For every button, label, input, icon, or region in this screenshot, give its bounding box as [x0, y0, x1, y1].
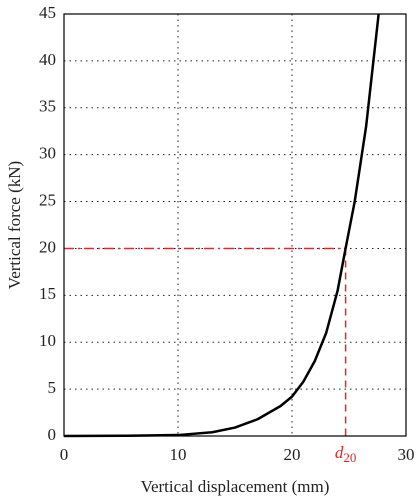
- x-axis-title: Vertical displacement (mm): [141, 477, 330, 496]
- y-tick-label: 30: [39, 144, 56, 163]
- plot-frame: [63, 13, 407, 437]
- y-axis-title: Vertical force (kN): [5, 161, 24, 289]
- x-tick-label: 0: [60, 445, 69, 464]
- reference-label-subscript: 20: [343, 450, 356, 465]
- y-tick-label: 20: [39, 237, 56, 256]
- y-tick-label: 0: [48, 425, 57, 444]
- y-tick-label: 15: [39, 284, 56, 303]
- reference-label: d20: [335, 443, 357, 465]
- x-tick-label: 10: [170, 445, 187, 464]
- y-tick-label: 40: [39, 50, 56, 69]
- y-tick-label: 10: [39, 331, 56, 350]
- y-tick-label: 25: [39, 190, 56, 209]
- y-tick-label: 45: [39, 3, 56, 22]
- reference-label-main: d: [335, 443, 344, 462]
- x-tick-label: 30: [398, 445, 415, 464]
- y-tick-label: 35: [39, 97, 56, 116]
- x-tick-label: 20: [284, 445, 301, 464]
- y-tick-label: 5: [48, 378, 57, 397]
- data-line: [63, 13, 380, 438]
